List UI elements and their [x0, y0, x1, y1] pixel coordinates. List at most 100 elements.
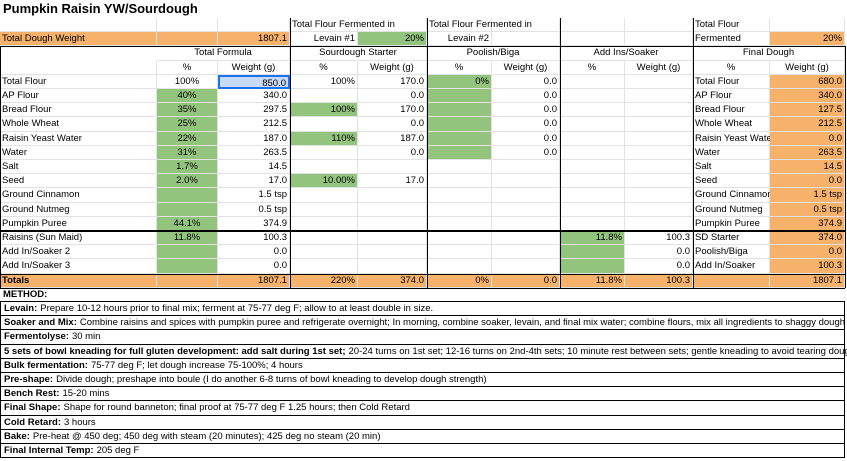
step-text: 20-24 turns on 1st set; 12-16 turns on 2…	[348, 345, 847, 357]
group-border	[427, 18, 428, 288]
cell: 25%	[157, 117, 218, 132]
cell: Water	[0, 145, 157, 160]
cell: Whole Wheat	[0, 117, 157, 132]
step-label: Fermentolyse:	[4, 331, 69, 343]
cell: Total Flour Fermented in	[427, 18, 532, 33]
cell: 20%	[770, 32, 845, 47]
cell: Totals	[0, 273, 157, 288]
cell: Add In/Soaker 2	[0, 245, 157, 260]
empty-cell	[427, 259, 492, 274]
cell: 297.5	[218, 103, 290, 118]
cell: 170.0	[358, 74, 427, 89]
cell: 35%	[157, 103, 218, 118]
cell: 374.0	[358, 273, 427, 288]
method-step: Bulk fermentation: 75-77 deg F; let dough…	[0, 358, 845, 373]
empty-cell	[157, 245, 218, 260]
cell: Total Flour Fermented in	[290, 18, 395, 33]
empty-cell	[290, 202, 358, 217]
cell: 14.5	[770, 160, 845, 175]
cell: Weight (g)	[218, 60, 290, 75]
empty-cell	[560, 202, 625, 217]
cell: 0%	[427, 74, 492, 89]
empty-cell	[290, 245, 358, 260]
empty-cell	[625, 32, 693, 47]
cell: 212.5	[218, 117, 290, 132]
cell: Fermented	[693, 32, 770, 47]
cell: Add In/Soaker 3	[0, 259, 157, 274]
empty-cell	[157, 202, 218, 217]
cell: 0.5 tsp	[770, 202, 845, 217]
cell: 2.0%	[157, 174, 218, 189]
cell: Bread Flour	[0, 103, 157, 118]
method-step: Soaker and Mix: Combine raisins and spice…	[0, 316, 845, 331]
cell: 263.5	[218, 145, 290, 160]
empty-cell	[625, 174, 693, 189]
step-label: Cold Retard:	[4, 416, 61, 428]
empty-cell	[625, 145, 693, 160]
cell: 1807.1	[218, 32, 290, 47]
cell: Total Flour	[0, 74, 157, 89]
empty-cell	[492, 174, 560, 189]
cell: 0.0	[492, 131, 560, 146]
step-text: Pre-heat @ 450 deg; 450 deg with steam (…	[32, 430, 381, 442]
step-text: 3 hours	[64, 416, 96, 428]
cell: 0.0	[492, 117, 560, 132]
group-header: Total Formula	[157, 46, 290, 61]
cell: Pumpkin Puree	[0, 216, 157, 231]
group-header: Add Ins/Soaker	[560, 46, 693, 61]
cell: 263.5	[770, 145, 845, 160]
empty-cell	[492, 202, 560, 217]
cell: Total Flour	[693, 74, 770, 89]
cell: 220%	[290, 273, 358, 288]
frame-border	[0, 46, 1, 288]
cell: Total Flour	[693, 18, 770, 33]
cell: %	[157, 60, 218, 75]
cell: Weight (g)	[358, 60, 427, 75]
empty-cell	[427, 89, 492, 104]
empty-cell	[427, 216, 492, 231]
empty-cell	[625, 18, 693, 33]
cell[interactable]: 850.0	[218, 74, 290, 89]
empty-cell	[560, 145, 625, 160]
method-step: Pre-shape: Divide dough; preshape into bo…	[0, 373, 845, 388]
method-step: Bench Rest: 15-20 mins	[0, 387, 845, 402]
cell: 40%	[157, 89, 218, 104]
cell: 100%	[290, 103, 358, 118]
cell: Total Dough Weight	[0, 32, 157, 47]
cell: Ground Cinnamon	[693, 188, 773, 203]
empty-cell	[358, 231, 427, 246]
empty-cell	[625, 74, 693, 89]
cell: 187.0	[218, 131, 290, 146]
cell: 44.1%	[157, 216, 218, 231]
cell: Raisin Yeast Water	[0, 131, 157, 146]
cell: 374.0	[770, 231, 845, 246]
step-text: Prepare 10-12 hours prior to final mix; …	[40, 303, 434, 314]
step-label: Soaker and Mix:	[4, 317, 77, 329]
step-text: Shape for round banneton; final proof at…	[63, 402, 410, 414]
cell: 0.0	[218, 245, 290, 260]
empty-cell	[358, 160, 427, 175]
empty-cell	[770, 18, 845, 33]
empty-cell	[625, 216, 693, 231]
cell: 0.0	[358, 89, 427, 104]
step-text: 205 deg F	[96, 445, 140, 456]
empty-cell	[427, 174, 492, 189]
cell: Ground Cinnamon	[0, 188, 157, 203]
cell: Raisin Yeast Water	[693, 131, 775, 146]
cell: 100.3	[625, 231, 693, 246]
empty-cell	[427, 131, 492, 146]
empty-cell	[157, 18, 218, 33]
cell: Weight (g)	[492, 60, 560, 75]
cell: 0.0	[492, 74, 560, 89]
empty-cell	[693, 273, 770, 288]
cell: 31%	[157, 145, 218, 160]
empty-cell	[560, 174, 625, 189]
group-border	[290, 18, 291, 288]
empty-cell	[358, 18, 427, 33]
empty-cell	[358, 188, 427, 203]
cell: 20%	[358, 32, 427, 47]
cell: Levain #2	[427, 32, 492, 47]
empty-cell	[290, 145, 358, 160]
empty-cell	[625, 188, 693, 203]
empty-cell	[290, 117, 358, 132]
